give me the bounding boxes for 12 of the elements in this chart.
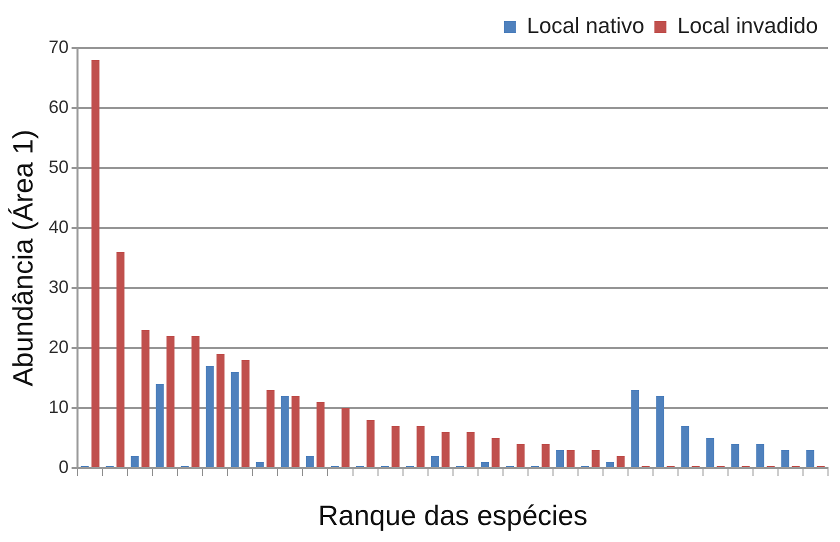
x-axis-title: Ranque das espécies	[318, 500, 588, 531]
y-tick-label: 10	[48, 396, 69, 417]
legend-label: Local invadido	[677, 13, 818, 38]
y-tick-label: 20	[48, 336, 69, 357]
y-axis-title: Abundância (Área 1)	[8, 130, 39, 386]
y-tick-label: 70	[48, 36, 69, 57]
legend-label: Local nativo	[526, 13, 644, 38]
y-tick-label: 60	[48, 96, 69, 117]
y-tick-label: 40	[48, 216, 69, 237]
y-tick-label: 30	[48, 276, 69, 297]
y-tick-label: 50	[48, 156, 69, 177]
y-tick-label: 0	[58, 456, 69, 477]
